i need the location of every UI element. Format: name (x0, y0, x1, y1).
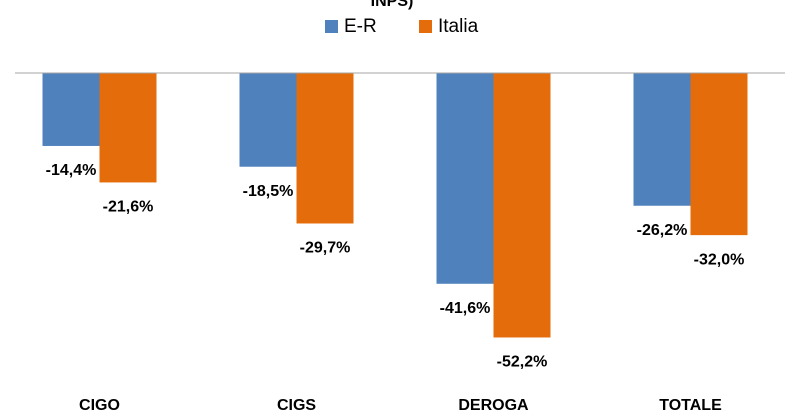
value-label: -41,6% (440, 300, 491, 317)
x-tick-label: CIGS (277, 397, 316, 414)
bar (42, 73, 100, 146)
x-tick-label: DEROGA (458, 397, 529, 414)
chart-title: INPS) (371, 0, 414, 10)
value-label: -18,5% (243, 183, 294, 200)
bar (436, 73, 494, 284)
bar (690, 73, 748, 236)
x-tick-label: CIGO (79, 397, 120, 414)
bar (493, 73, 551, 338)
x-tick-label: TOTALE (659, 397, 722, 414)
legend-label: Italia (438, 16, 479, 37)
value-label: -26,2% (637, 222, 688, 239)
legend-swatch (325, 20, 338, 33)
legend-label: E-R (344, 16, 377, 37)
value-label: -32,0% (694, 251, 745, 268)
value-label: -14,4% (46, 162, 97, 179)
bar (99, 73, 157, 183)
bar (633, 73, 691, 206)
legend-swatch (419, 20, 432, 33)
value-label: -29,7% (300, 240, 351, 257)
value-label: -21,6% (103, 199, 154, 216)
value-label: -52,2% (497, 354, 548, 371)
bar (239, 73, 297, 167)
bar (296, 73, 354, 224)
